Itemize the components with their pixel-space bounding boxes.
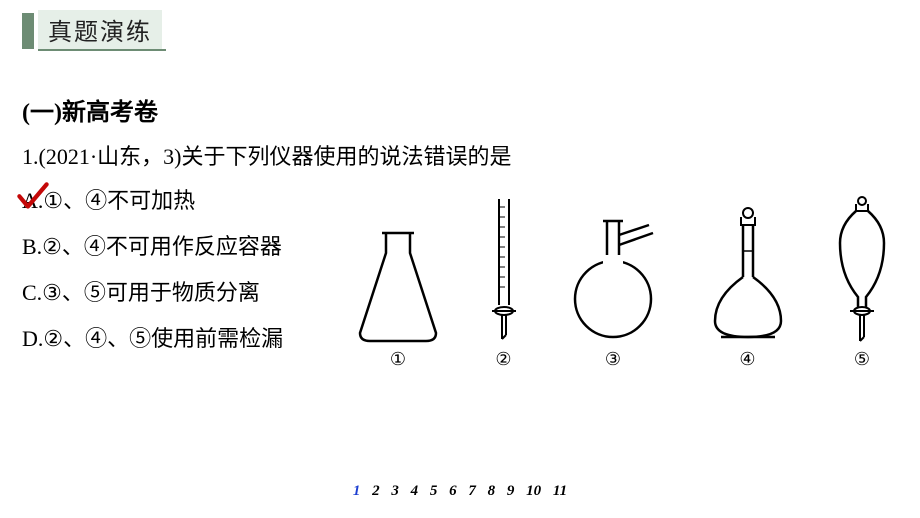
- page-1[interactable]: 1: [353, 483, 361, 499]
- apparatus-figures: ① ②: [352, 200, 892, 370]
- question-text: 1.(2021·山东，3)关于下列仪器使用的说法错误的是: [22, 139, 900, 171]
- figure-3: ③: [563, 215, 663, 370]
- figure-5-label: ⑤: [854, 349, 870, 370]
- header-title: 真题演练: [38, 10, 162, 49]
- option-D-text: D.②、④、⑤使用前需检漏: [22, 326, 283, 351]
- page-2[interactable]: 2: [372, 483, 380, 499]
- subheading: (一)新高考卷: [22, 92, 900, 127]
- page-11[interactable]: 11: [553, 483, 567, 499]
- option-B-text: B.②、④不可用作反应容器: [22, 234, 282, 259]
- erlenmeyer-flask-icon: [352, 225, 444, 345]
- pagination: 1 2 3 4 5 6 7 8 9 10 11: [0, 483, 920, 500]
- page-9[interactable]: 9: [507, 483, 515, 499]
- page-7[interactable]: 7: [468, 483, 476, 499]
- page-4[interactable]: 4: [411, 483, 419, 499]
- figure-2: ②: [486, 195, 522, 370]
- figure-5: ⑤: [832, 195, 892, 370]
- page-5[interactable]: 5: [430, 483, 438, 499]
- section-header: 真题演练: [22, 10, 166, 51]
- burette-icon: [486, 195, 522, 345]
- figure-2-label: ②: [495, 349, 511, 370]
- checkmark-icon: [16, 181, 50, 215]
- figure-1: ①: [352, 225, 444, 370]
- distillation-flask-icon: [563, 215, 663, 345]
- page-8[interactable]: 8: [488, 483, 496, 499]
- header-accent-bar: [22, 13, 34, 49]
- volumetric-flask-icon: [705, 205, 791, 345]
- figure-3-label: ③: [605, 349, 621, 370]
- figure-1-label: ①: [390, 349, 406, 370]
- figure-4: ④: [705, 205, 791, 370]
- header-underline: 真题演练: [38, 10, 166, 51]
- separating-funnel-icon: [832, 195, 892, 345]
- page-3[interactable]: 3: [391, 483, 399, 499]
- option-C-text: C.③、⑤可用于物质分离: [22, 280, 260, 305]
- figure-4-label: ④: [739, 349, 755, 370]
- page-10[interactable]: 10: [526, 483, 541, 499]
- page-6[interactable]: 6: [449, 483, 457, 499]
